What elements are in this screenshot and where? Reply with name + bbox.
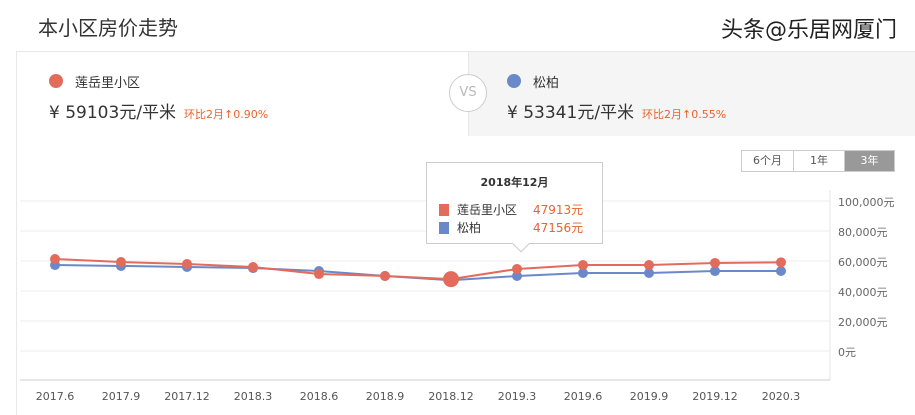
range-6-months-button[interactable]: 6个月 [742, 151, 793, 171]
series-line [54, 258, 782, 281]
range-selector: 6个月 1年 3年 [741, 150, 895, 172]
y-tick-label: 100,000元 [838, 196, 895, 209]
price-value: 59103元/平米 [65, 103, 177, 123]
y-tick-label: 80,000元 [838, 226, 888, 239]
legend-swatch [439, 203, 449, 216]
tooltip-value: 47913元 [533, 203, 584, 217]
y-tick-label: 20,000元 [838, 316, 888, 329]
data-point [710, 257, 720, 268]
data-point [776, 257, 786, 268]
series-dot-blue [507, 74, 521, 88]
tooltip-title: 2018年12月 [480, 176, 549, 189]
currency: ¥ [49, 103, 60, 123]
series-dot-red [49, 74, 63, 88]
x-tick-label: 2020.3 [762, 390, 801, 403]
x-tick-label: 2019.3 [498, 390, 537, 403]
compare-panel: 莲岳里小区 ¥ 59103元/平米 环比2月↑0.90% VS 松柏 ¥ 5334… [16, 51, 915, 136]
x-tick-label: 2018.3 [234, 390, 273, 403]
tooltip-row: 松柏 47156元 [439, 219, 583, 236]
vs-badge: VS [449, 74, 487, 112]
data-point [710, 266, 720, 277]
chart-tooltip: 2018年12月 莲岳里小区 47913元 松柏 47156元 [426, 162, 603, 253]
page-title: 本小区房价走势 [38, 16, 178, 40]
price-change: 环比2月↑0.90% [184, 108, 269, 121]
x-tick-label: 2018.9 [366, 390, 405, 403]
y-tick-label: 40,000元 [838, 286, 888, 299]
x-tick-label: 2018.6 [300, 390, 339, 403]
legend-swatch [439, 221, 449, 234]
x-tick-label: 2018.12 [428, 390, 474, 403]
tooltip-row: 莲岳里小区 47913元 [439, 201, 583, 218]
y-tick-label: 0元 [838, 346, 856, 359]
tooltip-series-name: 松柏 [457, 221, 482, 235]
data-point [644, 260, 654, 271]
price-value: 53341元/平米 [523, 103, 635, 123]
community-name: 松柏 [533, 76, 560, 91]
currency: ¥ [507, 103, 518, 123]
data-point [578, 268, 588, 278]
data-point [380, 271, 390, 281]
x-tick-label: 2017.9 [102, 390, 141, 403]
x-tick-label: 2019.6 [564, 390, 603, 403]
watermark: 头条@乐居网厦门 [720, 18, 897, 43]
x-tick-label: 2017.6 [36, 390, 75, 403]
community-price: ¥ 53341元/平米 环比2月↑0.55% [507, 98, 726, 123]
chart-area [16, 136, 915, 415]
data-point [50, 254, 60, 265]
x-tick-label: 2019.9 [630, 390, 669, 403]
data-point [116, 257, 126, 268]
data-point [314, 269, 324, 280]
data-point [512, 271, 522, 281]
range-3-years-button[interactable]: 3年 [844, 151, 894, 171]
x-tick-label: 2019.12 [692, 390, 738, 403]
community-name: 莲岳里小区 [75, 76, 141, 91]
community-price: ¥ 59103元/平米 环比2月↑0.90% [49, 98, 268, 123]
community-left: 莲岳里小区 ¥ 59103元/平米 环比2月↑0.90% [17, 52, 468, 136]
data-point [443, 271, 459, 288]
community-right: 松柏 ¥ 53341元/平米 环比2月↑0.55% [468, 52, 915, 136]
data-point [512, 263, 522, 274]
tooltip-series-name: 莲岳里小区 [457, 203, 518, 217]
x-tick-label: 2017.12 [164, 390, 210, 403]
price-change: 环比2月↑0.55% [642, 108, 727, 121]
range-1-year-button[interactable]: 1年 [793, 151, 844, 171]
data-point [248, 262, 258, 272]
data-point [182, 259, 192, 269]
data-point [776, 265, 786, 276]
tooltip-value: 47156元 [533, 221, 584, 235]
data-point [578, 260, 588, 271]
data-point [644, 268, 654, 278]
y-tick-label: 60,000元 [838, 256, 888, 269]
